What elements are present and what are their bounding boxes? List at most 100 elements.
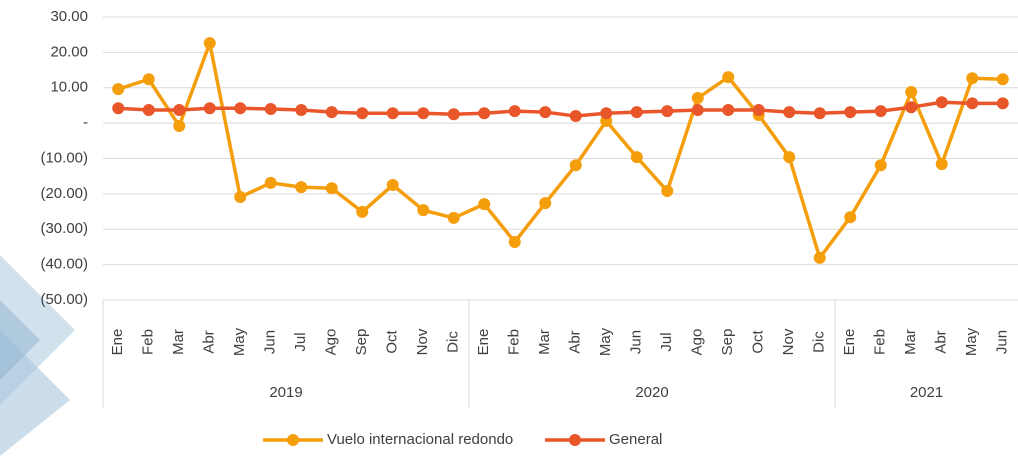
- series-marker: [417, 204, 430, 217]
- series-marker: [264, 102, 277, 115]
- x-tick-label: Jul: [292, 332, 309, 351]
- series-marker: [478, 198, 491, 211]
- series-marker: [295, 181, 308, 194]
- series-marker: [783, 106, 796, 119]
- series-marker: [813, 107, 826, 120]
- series-marker: [447, 211, 460, 224]
- x-tick-label: Feb: [506, 329, 523, 355]
- series-marker: [996, 97, 1009, 110]
- series-marker: [661, 105, 674, 118]
- series-marker: [661, 185, 674, 198]
- series-marker: [417, 107, 430, 120]
- x-tick-label: Nov: [414, 328, 431, 355]
- x-tick-label: Sep: [353, 329, 370, 356]
- x-tick-label: Dic: [811, 331, 828, 353]
- series-marker: [996, 73, 1009, 86]
- x-tick-label: Sep: [719, 329, 736, 356]
- series-marker: [569, 159, 582, 172]
- series-marker: [264, 176, 277, 189]
- x-tick-label: May: [963, 327, 980, 356]
- series-marker: [844, 106, 857, 119]
- series-marker: [722, 104, 735, 117]
- series-marker: [508, 235, 521, 248]
- series-marker: [234, 102, 247, 115]
- x-tick-label: Ago: [689, 329, 706, 356]
- x-tick-label: Jul: [658, 332, 675, 351]
- legend-label: General: [609, 431, 662, 448]
- y-tick-label: -: [83, 114, 88, 131]
- series-marker: [844, 211, 857, 224]
- legend-swatch-marker: [569, 434, 581, 446]
- x-tick-label: Ene: [475, 329, 492, 356]
- x-tick-label: Oct: [750, 330, 767, 354]
- series-marker: [874, 105, 887, 118]
- series-marker: [325, 182, 338, 195]
- legend-swatch-marker: [287, 434, 299, 446]
- x-tick-label: Mar: [170, 329, 187, 355]
- series-marker: [508, 105, 521, 118]
- series-marker: [722, 71, 735, 84]
- series-marker: [447, 108, 460, 121]
- series-marker: [325, 106, 338, 119]
- series-marker: [905, 101, 918, 114]
- x-tick-label: Mar: [536, 329, 553, 355]
- series-marker: [691, 92, 704, 105]
- x-tick-label: May: [597, 327, 614, 356]
- series-marker: [112, 102, 125, 115]
- y-tick-label: (30.00): [40, 220, 88, 237]
- series-marker: [935, 96, 948, 109]
- series-marker: [874, 159, 887, 172]
- legend-label: Vuelo internacional redondo: [327, 431, 513, 448]
- y-tick-label: 20.00: [50, 43, 88, 60]
- series-marker: [386, 107, 399, 120]
- series-marker: [356, 205, 369, 218]
- series-marker: [905, 85, 918, 98]
- series-marker: [783, 151, 796, 164]
- series-marker: [691, 104, 704, 117]
- y-tick-label: (20.00): [40, 185, 88, 202]
- background-decoration: [0, 255, 75, 456]
- group-label: 2020: [635, 384, 668, 401]
- x-tick-label: Ago: [323, 329, 340, 356]
- series-marker: [569, 110, 582, 123]
- x-tick-label: Jun: [994, 330, 1011, 354]
- series-marker: [630, 106, 643, 119]
- x-tick-label: Abr: [201, 330, 218, 353]
- x-tick-label: Ene: [109, 329, 126, 356]
- y-tick-label: (40.00): [40, 256, 88, 273]
- series-marker: [234, 191, 247, 204]
- series-marker: [142, 73, 155, 86]
- group-label: 2019: [269, 384, 302, 401]
- y-tick-label: (50.00): [40, 291, 88, 308]
- series-marker: [295, 104, 308, 117]
- plot-area: (50.00) (40.00) (30.00) (20.00) (10.00) - 10.0…: [40, 8, 1018, 448]
- x-tick-label: Oct: [384, 330, 401, 354]
- series-marker: [539, 197, 552, 210]
- series-marker: [142, 104, 155, 117]
- series-marker: [752, 104, 765, 117]
- y-tick-label: 10.00: [50, 79, 88, 96]
- series-line: [117, 41, 1003, 260]
- series-marker: [386, 179, 399, 192]
- x-tick-label: Dic: [445, 331, 462, 353]
- series-marker: [813, 251, 826, 264]
- group-label: 2021: [910, 384, 943, 401]
- x-tick-label: Mar: [902, 329, 919, 355]
- x-tick-label: Nov: [780, 328, 797, 355]
- series-marker: [539, 106, 552, 119]
- series-marker: [173, 119, 186, 132]
- x-tick-label: Ene: [841, 329, 858, 356]
- series-marker: [478, 107, 491, 120]
- series-marker: [966, 97, 979, 110]
- y-tick-label: (10.00): [40, 149, 88, 166]
- x-tick-label: Abr: [567, 330, 584, 353]
- series-marker: [112, 83, 125, 96]
- series-marker: [630, 151, 643, 164]
- series-line: [118, 100, 1003, 118]
- x-tick-label: Feb: [872, 329, 889, 355]
- x-tick-label: May: [231, 327, 248, 356]
- x-tick-label: Jun: [262, 330, 279, 354]
- series-marker: [203, 102, 216, 115]
- series-marker: [966, 72, 979, 85]
